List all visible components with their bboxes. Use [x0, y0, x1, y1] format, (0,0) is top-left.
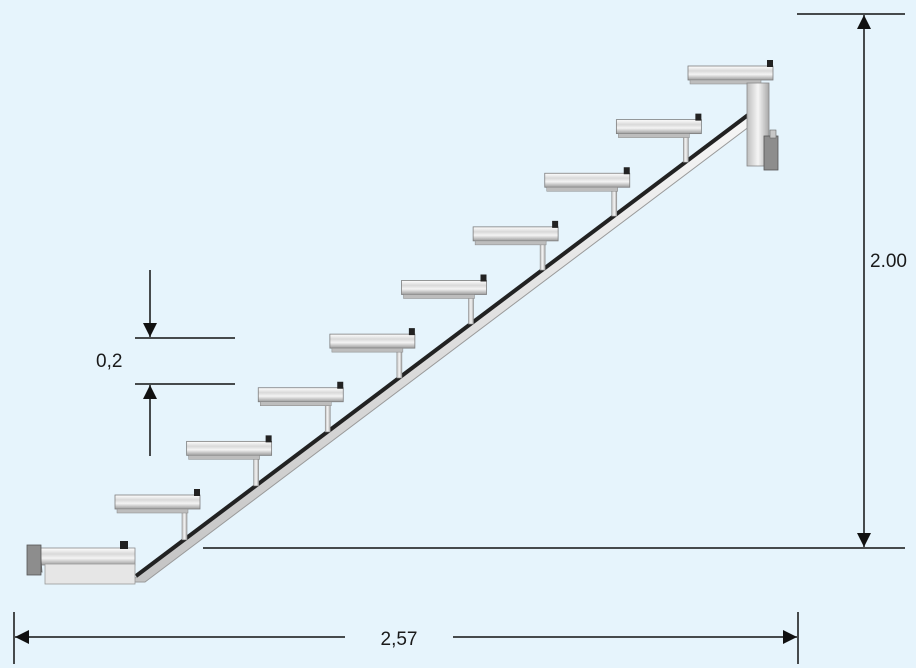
bottom-foot: [26, 541, 136, 585]
top-post: [746, 82, 779, 171]
step-post: [324, 401, 331, 433]
step-post: [253, 455, 259, 487]
steps: [114, 60, 774, 541]
bottom-clamp-icon: [26, 544, 42, 576]
top-clamp-icon: [763, 135, 779, 171]
step-post: [611, 186, 618, 217]
rise-label: 0,2: [96, 351, 122, 372]
step-tread: [114, 489, 201, 541]
stringer-edge: [134, 110, 754, 578]
step-post: [468, 294, 474, 325]
step-tread: [186, 435, 273, 487]
rise-dimension: 0,2: [96, 270, 235, 456]
step-tread: [544, 167, 631, 217]
height-label: 2.00: [870, 251, 907, 272]
step-tread: [257, 381, 344, 433]
step-post: [181, 508, 188, 541]
step-post: [396, 347, 403, 379]
step-post: [683, 133, 689, 163]
step-tread: [329, 328, 416, 379]
height-dimension: 2.00: [203, 13, 907, 549]
step-post: [539, 240, 546, 271]
step-tread: [401, 274, 487, 325]
width-dimension: 2,57: [13, 612, 799, 664]
step-tread: [472, 220, 559, 271]
step-tread: [615, 113, 702, 163]
stringer: [128, 107, 759, 583]
width-label: 2,57: [381, 629, 418, 650]
